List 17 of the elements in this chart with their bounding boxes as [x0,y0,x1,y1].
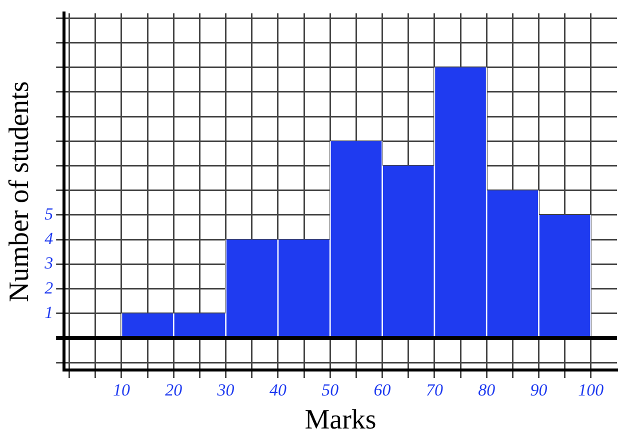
x-tick-label: 20 [165,380,183,400]
x-axis-title: Marks [304,404,376,436]
y-tick-label: 2 [44,278,54,298]
y-tick-label: 1 [44,302,54,322]
x-tick-label: 50 [322,380,340,400]
x-tick-label: 10 [112,380,130,400]
x-tick-label: 80 [478,380,496,400]
y-tick-label: 3 [44,254,54,273]
x-tick-label: 100 [578,380,604,400]
x-tick-label: 90 [530,380,548,400]
y-tick-label: 5 [44,204,54,224]
y-tick-label: 4 [44,229,54,248]
x-tick-label: 60 [374,380,392,400]
x-tick-label: 40 [269,380,287,400]
y-axis-title: Number of students [4,81,36,302]
x-tick-label: 30 [216,380,235,400]
x-tick-label: 70 [426,380,444,400]
